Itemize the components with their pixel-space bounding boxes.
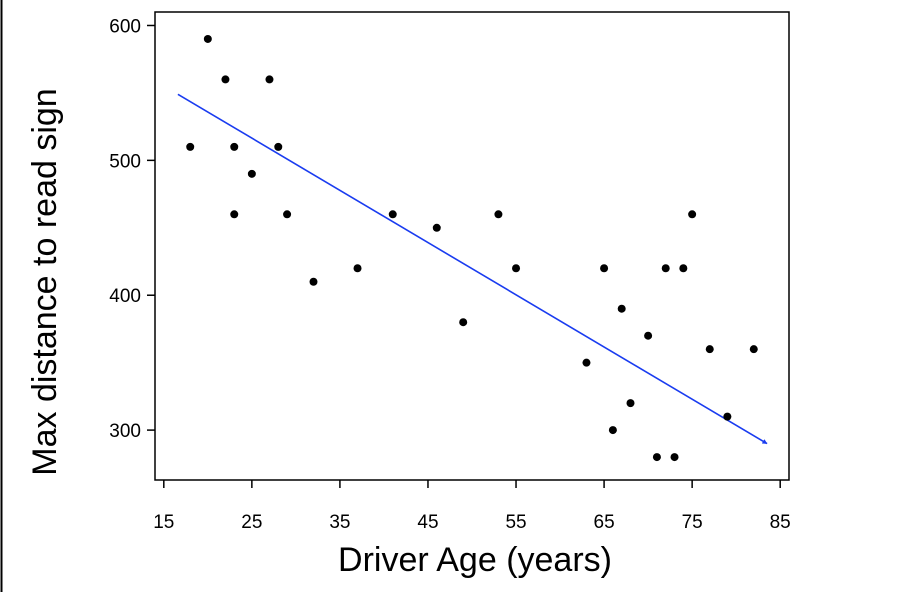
data-point	[432, 223, 441, 232]
x-axis: 15 25 35 45 55 65 75 85	[153, 480, 791, 533]
plot-frame	[154, 11, 790, 481]
data-point	[230, 142, 239, 151]
x-tick-label: 35	[329, 512, 350, 533]
data-point	[186, 142, 195, 151]
data-point	[688, 210, 697, 219]
data-point	[608, 426, 617, 435]
data-point	[309, 277, 318, 286]
x-axis-label: Driver Age (years)	[338, 541, 612, 579]
x-tick-label: 25	[241, 512, 262, 533]
data-point	[230, 210, 239, 219]
data-point	[600, 264, 609, 273]
x-tick-label: 45	[417, 512, 438, 533]
x-tick-label: 55	[505, 512, 526, 533]
data-point	[265, 75, 274, 84]
data-point	[459, 318, 468, 327]
data-point	[661, 264, 670, 273]
y-tick-label: 600	[109, 16, 141, 37]
y-axis: 300 400 500 600	[109, 16, 155, 442]
data-point	[494, 210, 503, 219]
data-point	[679, 264, 688, 273]
y-tick-label: 500	[109, 151, 141, 172]
data-point	[652, 453, 661, 462]
data-point	[644, 331, 653, 340]
y-axis-label: Max distance to read sign	[26, 88, 64, 475]
x-tick-label: 15	[153, 512, 174, 533]
data-point	[283, 210, 292, 219]
data-point	[749, 345, 758, 354]
data-point	[388, 210, 397, 219]
data-point	[274, 142, 283, 151]
x-tick-label: 75	[682, 512, 703, 533]
x-tick-label: 85	[770, 512, 791, 533]
x-tick-label: 65	[594, 512, 615, 533]
trend-arrow	[177, 93, 768, 445]
data-point	[247, 169, 256, 178]
y-tick-label: 400	[109, 286, 141, 307]
data-point	[723, 412, 732, 421]
data-point	[617, 304, 626, 313]
data-point	[670, 453, 679, 462]
data-point	[512, 264, 521, 273]
y-tick-label: 300	[109, 421, 141, 442]
data-point	[705, 345, 714, 354]
data-point	[221, 75, 230, 84]
data-point	[353, 264, 362, 273]
data-point	[582, 358, 591, 367]
data-point	[626, 399, 635, 408]
data-point	[203, 34, 212, 43]
data-points	[186, 34, 758, 462]
